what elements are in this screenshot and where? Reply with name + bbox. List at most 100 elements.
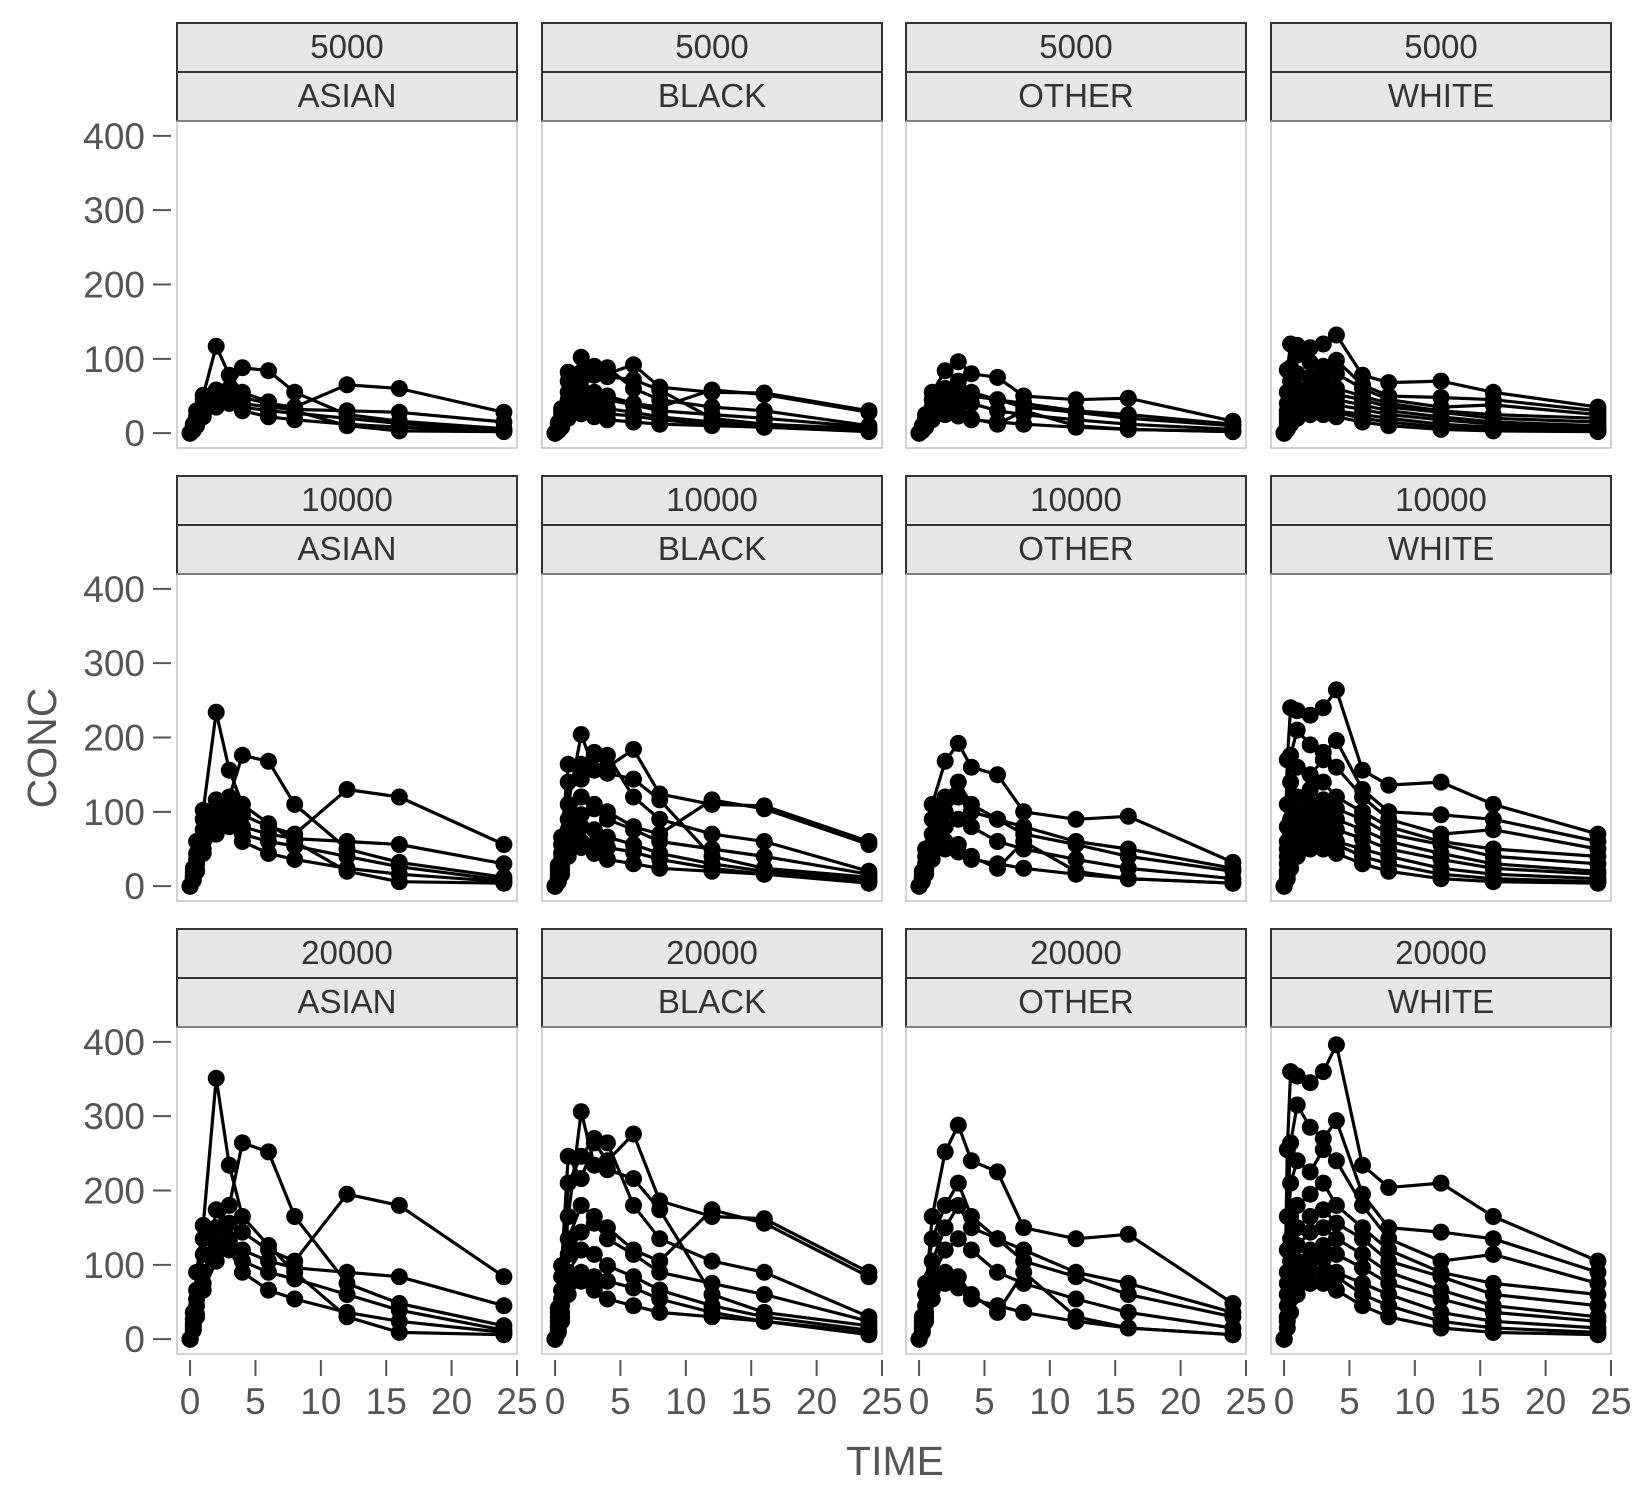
data-point <box>703 1274 721 1292</box>
data-point <box>860 423 878 441</box>
facet-panel-5000-white: 5000 WHITE <box>1270 22 1612 449</box>
series-subject-6 <box>910 840 1242 895</box>
data-point <box>1015 1263 1033 1281</box>
data-point <box>962 1290 980 1308</box>
data-point <box>1015 859 1033 877</box>
data-point <box>260 752 277 770</box>
series-line <box>1282 1043 1599 1340</box>
data-point <box>338 859 356 877</box>
data-point <box>703 381 721 399</box>
data-point <box>1301 406 1319 424</box>
data-point <box>625 770 642 788</box>
data-point <box>962 1241 980 1259</box>
data-point <box>1354 413 1371 431</box>
data-point <box>1288 803 1306 821</box>
data-point <box>1380 776 1398 794</box>
facet-strip-race-label: WHITE <box>1388 530 1494 567</box>
data-point <box>1282 1134 1300 1152</box>
data-point <box>1327 1281 1345 1299</box>
data-point <box>598 1272 616 1290</box>
y-axis-title: CONC <box>19 688 65 809</box>
data-point <box>1067 1263 1085 1281</box>
data-point <box>495 422 513 440</box>
data-point <box>220 788 238 806</box>
data-point <box>1380 1308 1398 1326</box>
data-point <box>585 844 603 862</box>
data-point <box>989 1263 1006 1281</box>
data-point <box>1119 1303 1137 1321</box>
data-point <box>962 803 980 821</box>
data-point <box>338 1263 356 1281</box>
data-point <box>559 1230 577 1248</box>
data-point <box>260 1252 277 1270</box>
data-point <box>936 803 954 821</box>
data-point <box>233 806 251 824</box>
facet-strip-dose <box>176 22 518 73</box>
data-point <box>949 353 967 371</box>
facet-strip-race <box>905 977 1247 1028</box>
y-tick-label: 400 <box>83 1022 145 1063</box>
facet-strip-race-label: OTHER <box>1018 530 1134 567</box>
data-point <box>1327 351 1345 369</box>
data-point <box>286 830 304 848</box>
data-point <box>572 1103 590 1121</box>
data-point <box>1015 803 1033 821</box>
data-point <box>1119 389 1137 407</box>
data-point <box>1301 840 1319 858</box>
x-tick-label: 10 <box>1029 1381 1070 1422</box>
data-point <box>651 791 669 809</box>
data-point <box>949 407 967 425</box>
facet-strip-race <box>1270 71 1612 122</box>
data-point <box>1288 702 1306 720</box>
facet-strip-race-label: BLACK <box>658 983 766 1020</box>
data-point <box>1224 874 1242 892</box>
data-point <box>1119 420 1137 438</box>
data-point <box>1301 766 1319 784</box>
data-point <box>1432 806 1450 824</box>
data-point <box>585 1268 603 1286</box>
data-point <box>184 1321 202 1339</box>
data-point <box>1288 1067 1306 1085</box>
data-point <box>598 839 616 856</box>
data-point <box>625 1170 642 1188</box>
facet-strip-race-label: ASIAN <box>297 530 396 567</box>
facet-strip-dose-label: 20000 <box>1395 934 1487 971</box>
data-point <box>338 1185 356 1203</box>
data-point <box>286 1290 304 1308</box>
data-point <box>1301 736 1319 754</box>
data-point <box>1015 833 1033 850</box>
data-point <box>598 1230 616 1248</box>
data-point <box>260 1143 277 1161</box>
data-point <box>559 1174 577 1192</box>
data-point <box>559 755 577 773</box>
facet-strip-dose-label: 5000 <box>1404 28 1477 65</box>
x-tick-label: 5 <box>245 1381 266 1422</box>
data-point <box>598 411 616 429</box>
panel-border <box>541 573 883 902</box>
data-point <box>1301 339 1319 357</box>
facet-strip-dose-label: 10000 <box>1030 481 1122 518</box>
facet-strip-dose-label: 20000 <box>301 934 393 971</box>
facet-strip-dose-label: 5000 <box>310 28 383 65</box>
data-point <box>1327 1152 1345 1170</box>
data-point <box>1314 803 1332 821</box>
x-axis-title: TIME <box>846 1438 944 1484</box>
data-point <box>1484 1208 1502 1225</box>
data-point <box>1314 1174 1332 1192</box>
data-point <box>598 746 616 764</box>
data-point <box>1301 706 1319 724</box>
data-point <box>1288 346 1306 364</box>
data-point <box>1288 365 1306 383</box>
data-point <box>651 1263 669 1281</box>
panel-border <box>905 120 1247 449</box>
data-point <box>1314 1250 1332 1268</box>
data-point <box>703 862 721 880</box>
data-point <box>598 1161 616 1179</box>
data-point <box>989 1163 1006 1181</box>
data-point <box>936 1143 954 1161</box>
data-point <box>572 1196 590 1214</box>
data-point <box>1484 1230 1502 1248</box>
data-point <box>936 840 954 858</box>
facet-panel-10000-other: 10000 OTHER <box>905 475 1247 902</box>
